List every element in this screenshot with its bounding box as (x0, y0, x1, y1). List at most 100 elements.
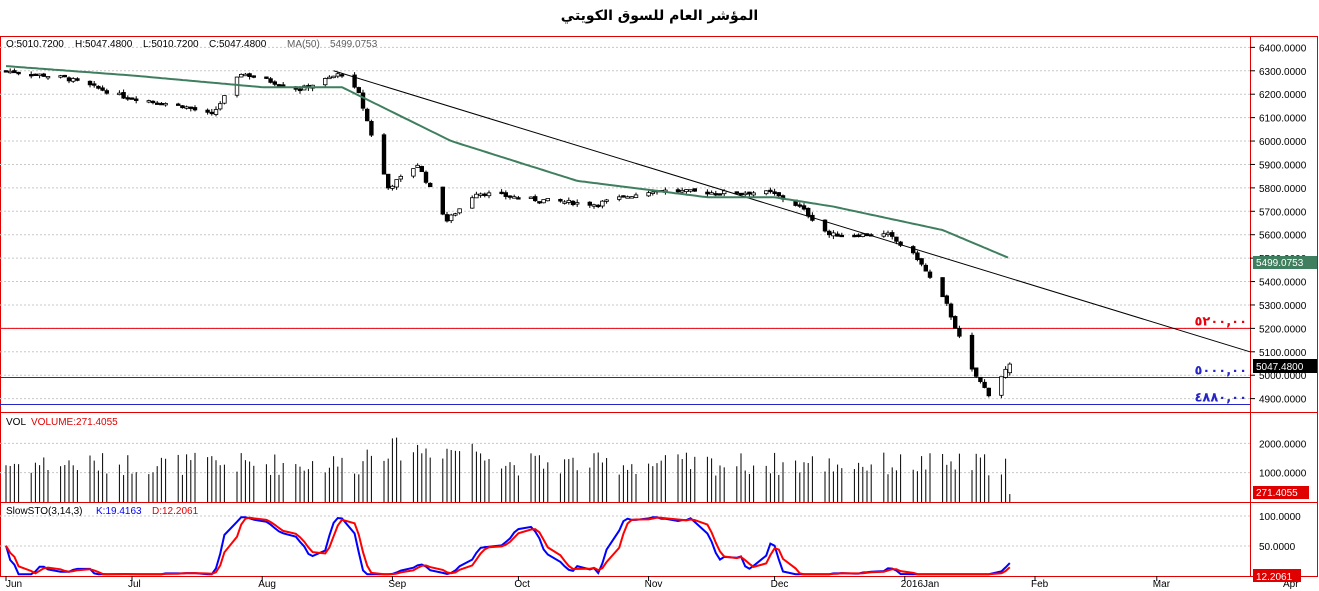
candle-body (327, 76, 332, 80)
time-tick-label: Apr (1283, 579, 1299, 590)
candle-body (596, 204, 601, 208)
ma-value-tag-text: 5499.0753 (1256, 258, 1304, 269)
price-grid (0, 46, 1250, 400)
ohlc-low: L:5010.7200 (143, 39, 199, 50)
candle-body (213, 109, 219, 115)
price-tick-label: 6400.0000 (1259, 43, 1307, 54)
candle-body (192, 107, 198, 111)
candle-body (969, 334, 975, 370)
level-label: ٥٢٠٠,٠٠ (1194, 314, 1247, 329)
candle-body (650, 191, 655, 194)
price-tick-label: 4900.0000 (1259, 395, 1307, 406)
candle-body (692, 188, 697, 192)
candle-body (28, 74, 34, 77)
candle-body (604, 199, 609, 202)
candle-body (1007, 363, 1012, 374)
trendline[interactable] (333, 70, 1251, 353)
candle-body (3, 70, 9, 73)
candle-body (797, 204, 802, 207)
candle-body (297, 88, 303, 92)
candle-body (486, 192, 492, 197)
candle-body (688, 189, 693, 192)
candle-body (398, 175, 403, 180)
candle-body (331, 75, 336, 79)
candle-body (427, 182, 433, 188)
candle-body (541, 199, 546, 204)
ma-label: MA(50) (287, 39, 320, 50)
candle-body (898, 241, 903, 246)
candle-body (835, 233, 840, 237)
volume-value-tag-text: 271.4055 (1256, 488, 1298, 499)
stoch-k-label: K:19.4163 (96, 506, 142, 517)
candle-body (104, 90, 109, 94)
time-tick-label: Sep (388, 579, 406, 590)
candle-body (62, 74, 67, 78)
candle-body (184, 106, 189, 109)
candle-body (734, 191, 739, 194)
candle-body (96, 85, 101, 89)
candle-body (159, 102, 164, 106)
ma-value-tag (1253, 256, 1317, 269)
candle-body (827, 230, 832, 236)
candle-body (705, 191, 710, 195)
price-axis-ticks: 6400.0000 6300.0000 6200.0000 6100.0000 6000… (1250, 43, 1307, 406)
candle-body (394, 179, 399, 188)
candle-body (743, 192, 748, 196)
ohlc-open: O:5010.7200 (6, 39, 64, 50)
candle-body (831, 232, 836, 237)
candle-body (675, 189, 681, 193)
price-tick-label: 5700.0000 (1259, 207, 1307, 218)
candle-body (562, 201, 567, 204)
volume-bars (5, 437, 1011, 502)
candle-body (856, 234, 861, 238)
candle-body (713, 193, 718, 196)
price-tick-label: 5200.0000 (1259, 324, 1307, 335)
candle-body (810, 214, 815, 221)
candle-body (864, 233, 870, 237)
candle-body (385, 173, 391, 189)
chart-title: المؤشر العام للسوق الكويتي (560, 8, 759, 24)
candle-body (352, 74, 357, 88)
candle-body (890, 232, 895, 237)
candle-body (533, 196, 538, 202)
candle-body (146, 100, 151, 103)
time-tick-label: Feb (1031, 579, 1049, 590)
candle-body (247, 73, 252, 77)
candle-body (776, 192, 781, 197)
candle-body (894, 236, 899, 242)
candle-body (163, 103, 168, 106)
candle-body (188, 106, 193, 109)
candle-body (238, 73, 244, 78)
volume-label: VOLUME:271.4055 (31, 417, 118, 428)
candle-body (268, 78, 273, 83)
time-tick-label: Nov (645, 579, 663, 590)
price-tick-label: 5800.0000 (1259, 184, 1307, 195)
candle-body (957, 327, 962, 337)
time-tick-label: Jul (128, 579, 141, 590)
candle-body (709, 192, 714, 195)
candle-body (885, 232, 891, 236)
candle-body (982, 381, 987, 388)
candle-body (617, 196, 622, 200)
stoch-title: SlowSTO(3,14,3) (6, 506, 83, 517)
candle-body (768, 189, 773, 193)
price-tick-label: 5900.0000 (1259, 160, 1307, 171)
last-price-tag-text: 5047.4800 (1256, 362, 1304, 373)
stoch-d-line (5, 516, 1011, 576)
candle-body (217, 103, 223, 110)
candle-body (772, 191, 777, 194)
candle-body (440, 186, 445, 215)
candle-body (911, 246, 916, 254)
last-price-tag (1253, 359, 1317, 373)
candle-body (272, 81, 277, 85)
candle-body (453, 213, 458, 216)
candle-body (45, 76, 51, 79)
candle-body (369, 120, 374, 136)
level-label: ٤٨٨٠,٠٠ (1194, 390, 1247, 405)
candle-body (499, 191, 504, 195)
candle-body (600, 200, 605, 207)
candle-body (507, 195, 513, 198)
candle-body (474, 193, 479, 199)
candle-body (154, 102, 160, 105)
